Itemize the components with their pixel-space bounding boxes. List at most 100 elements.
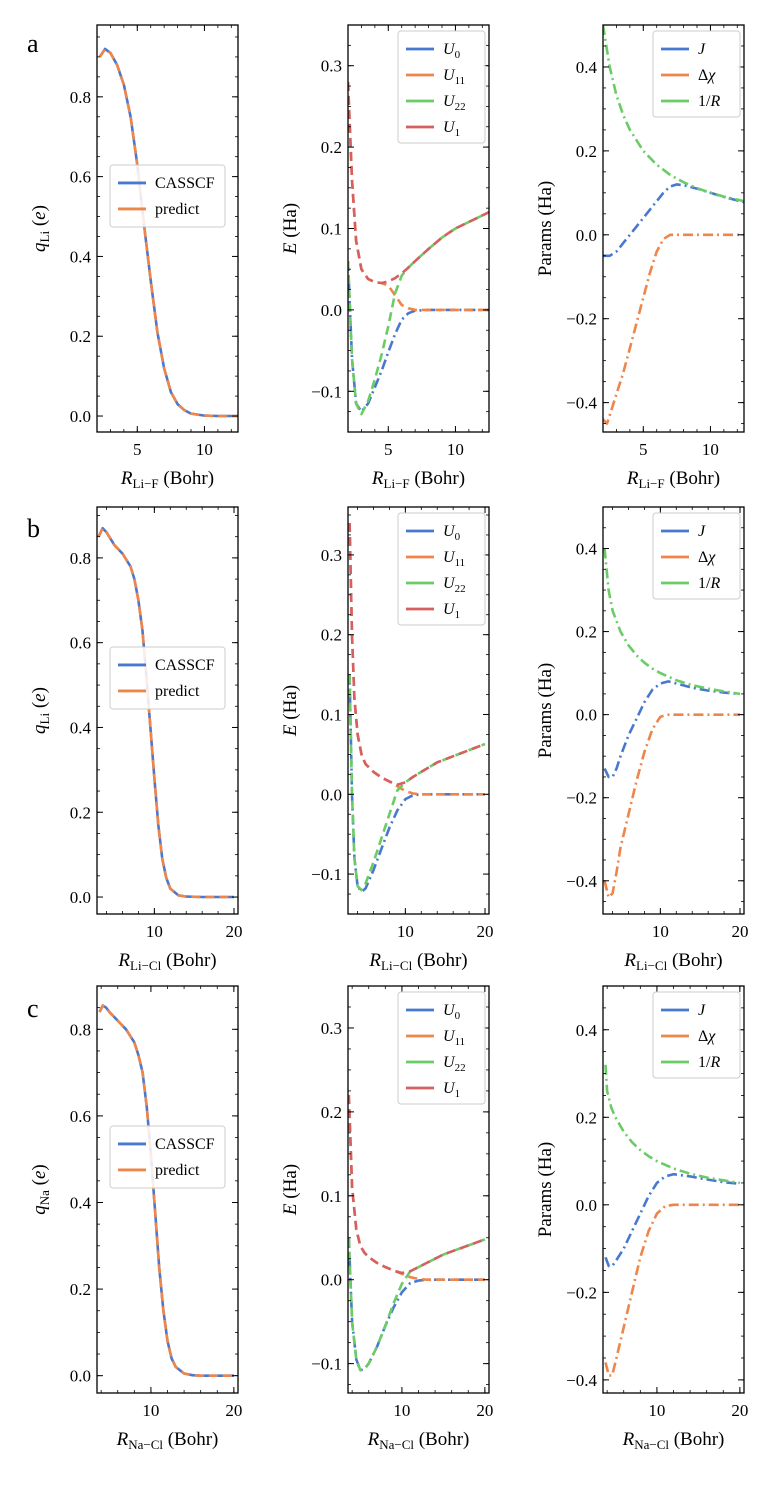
y-tick-label: 0.0 [321,1271,342,1290]
legend-label: U0 [443,41,461,61]
series-line-j [603,680,741,779]
y-tick-label: −0.2 [566,310,597,329]
series-group [603,548,741,899]
legend-label: U1 [443,601,460,621]
series-group [97,526,234,899]
series-line-- [603,713,740,899]
legend-box [652,512,741,600]
x-tick-label: 5 [384,440,393,459]
y-tick-label: −0.1 [311,865,342,884]
y-tick-label: 0.0 [70,407,91,426]
legend-label: U1 [443,1080,460,1100]
x-axis-label: RNa−Cl (Bohr) [116,1429,219,1452]
legend-label: U22 [443,93,466,113]
x-axis-label: RLi−F (Bohr) [120,468,214,491]
x-tick-label: 20 [731,1401,748,1420]
panel-c-energy: −0.1 0.0 0.1 0.2 0.3 10 20 RNa−Cl (Bohr) E (Ha) U… [280,985,493,1452]
y-tick-label: −0.2 [566,789,597,808]
series-line-j [603,183,744,258]
series-line-predict [97,526,234,899]
y-axis-label: E (Ha) [280,203,301,255]
y-tick-label: 0.3 [321,546,342,565]
y-axis-label: qLi (e) [29,687,52,734]
legend-label: 1/R [698,1054,720,1071]
y-tick-label: 0.4 [70,1193,92,1212]
y-tick-label: 0.4 [576,540,598,559]
x-tick-label: 20 [732,922,749,941]
legend-label: U0 [443,1002,461,1022]
legend-box [109,646,226,710]
panel-c-charge: 0.0 0.2 0.4 0.6 0.8 10 20 RNa−Cl (Bohr) qNa (e) C… [29,985,242,1452]
series-line-u-1 [348,81,489,285]
legend-label: U11 [443,1028,465,1048]
x-tick-label: 20 [226,922,243,941]
row-label-b: b [27,514,40,543]
axes-frame [96,506,239,915]
y-tick-label: 0.2 [576,623,597,642]
x-tick-label: 10 [652,922,669,941]
y-tick-label: 0.2 [321,138,342,157]
x-tick-label: 10 [648,1401,665,1420]
series-line-predict [98,1004,234,1377]
axes-frame [96,24,239,433]
y-tick-label: 0.3 [321,57,342,76]
series-line-u-22 [348,211,489,416]
x-tick-label: 10 [702,440,719,459]
y-tick-label: 0.0 [321,785,342,804]
legend-label: Δχ [698,67,716,84]
legend: CASSCF predict [109,1125,226,1189]
x-axis-label: RNa−Cl (Bohr) [622,1429,725,1452]
legend-box [109,1125,226,1189]
x-tick-label: 20 [477,922,494,941]
panel-a-params: −0.4 −0.2 0.0 0.2 0.4 5 10 RLi−F (Bohr) Params (… [535,24,745,491]
axes-frame [602,24,745,433]
y-tick-label: 0.8 [70,88,91,107]
panel-b-params: −0.4 −0.2 0.0 0.2 0.4 10 20 RLi−Cl (Bohr) Params… [535,506,749,973]
y-axis-label: E (Ha) [280,1164,301,1216]
series-line-casscf [98,47,238,418]
series-group [603,25,744,425]
legend: J Δχ 1/R [652,991,741,1079]
legend-label: predict [155,201,200,218]
legend-label: J [698,41,706,58]
x-axis-label: RLi−Cl (Bohr) [117,950,216,973]
legend-label: Δχ [698,1028,716,1045]
y-axis-label: qLi (e) [29,205,52,252]
legend-box [652,991,741,1079]
row-label-c: c [27,994,39,1023]
legend: J Δχ 1/R [652,30,741,118]
y-tick-label: −0.4 [566,1371,597,1390]
y-axis-label: Params (Ha) [535,181,556,277]
legend-label: U22 [443,575,466,595]
y-tick-label: 0.2 [70,1280,91,1299]
y-tick-label: 0.2 [321,1103,342,1122]
legend-label: predict [155,1162,200,1179]
series-line-- [603,233,744,425]
y-tick-label: −0.4 [566,394,597,413]
series-line-casscf [97,526,234,899]
x-axis-label: RNa−Cl (Bohr) [367,1429,470,1452]
legend-box [397,991,486,1105]
y-tick-label: −0.4 [566,872,597,891]
series-line-u-0 [348,674,485,894]
legend-label: J [698,523,706,540]
legend-label: 1/R [698,575,720,592]
y-tick-label: −0.2 [566,1283,597,1302]
series-line-casscf [98,1004,234,1377]
y-tick-label: 0.1 [321,1187,342,1206]
legend-label: CASSCF [155,1136,215,1153]
x-tick-label: 10 [393,1401,410,1420]
series-group [348,1095,486,1372]
y-axis-label: Params (Ha) [535,1142,556,1238]
legend: U0 U11 U22 U1 [397,991,486,1105]
series-line-u-1 [348,522,486,787]
axes-frame [602,506,745,915]
legend-box [652,30,741,118]
series-line-u-1 [348,1095,486,1275]
legend: U0 U11 U22 U1 [397,30,486,144]
legend-label: U11 [443,549,465,569]
y-tick-label: 0.2 [321,626,342,645]
x-tick-label: 5 [133,440,142,459]
